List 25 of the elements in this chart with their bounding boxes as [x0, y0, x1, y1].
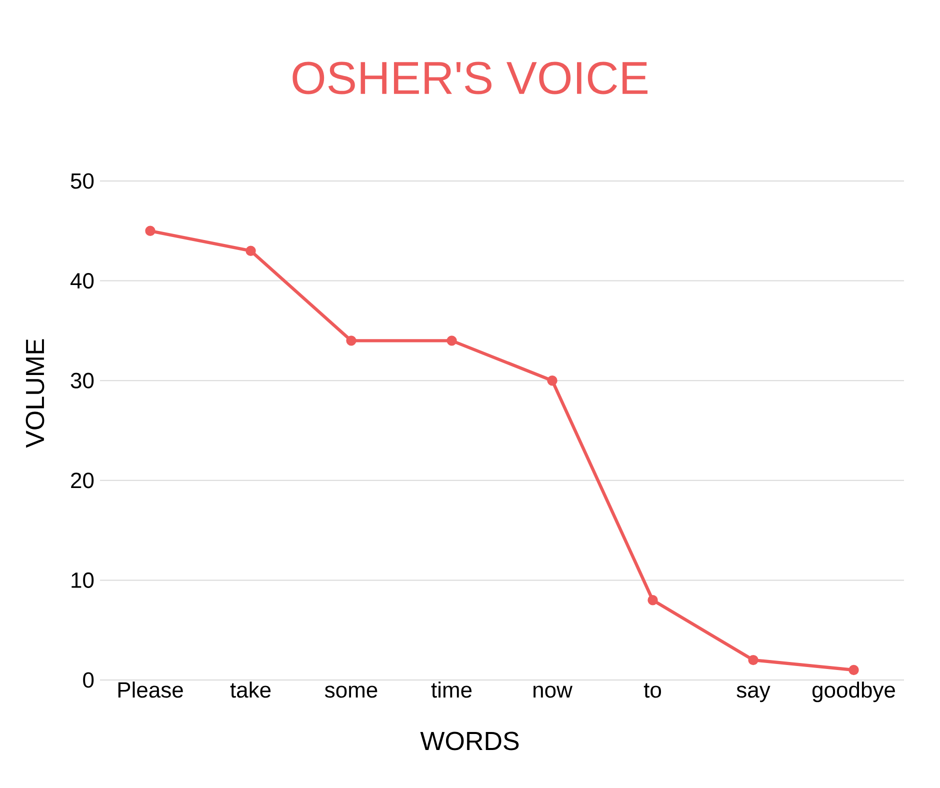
chart-title: OSHER'S VOICE [292, 62, 648, 94]
y-axis-title: VOLUME [26, 339, 44, 448]
x-tick-label: some [324, 686, 378, 698]
y-tick-label: 40 [70, 273, 94, 289]
point [848, 664, 859, 676]
point [246, 246, 256, 256]
x-tick-label: say [736, 686, 770, 702]
x-tick-label: goodbye [812, 682, 895, 702]
x-tick-label: time [431, 682, 472, 698]
y-tick-label: 30 [70, 372, 94, 388]
x-tick-label: to [644, 683, 661, 698]
point [748, 654, 758, 666]
point [145, 226, 156, 236]
point [547, 376, 558, 386]
point [446, 336, 457, 346]
x-tick-label: take [230, 682, 271, 698]
x-tick-label: Please [118, 682, 183, 698]
point [346, 336, 356, 346]
y-tick-label: 50 [70, 173, 94, 189]
y-tick-label: 20 [71, 472, 94, 488]
x-tick-label: now [534, 686, 572, 698]
point [648, 595, 658, 606]
y-tick-label: 0 [83, 672, 94, 688]
y-tick-label: 10 [72, 572, 94, 588]
x-axis-title: WORDS [420, 732, 519, 750]
